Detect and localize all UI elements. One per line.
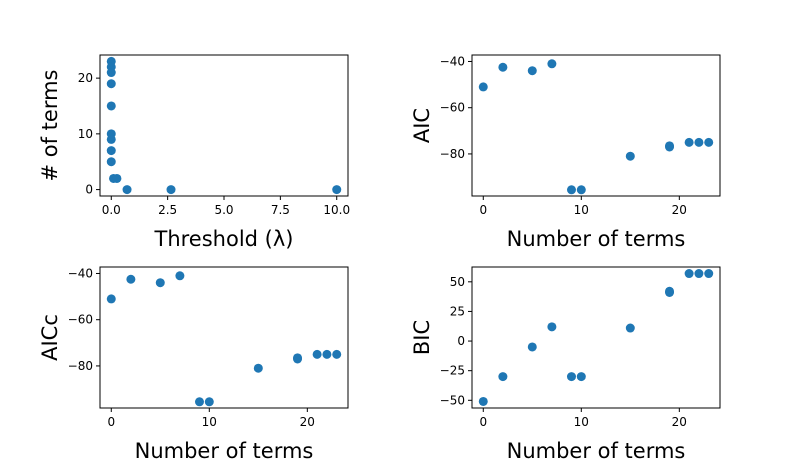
chart-aicc-point-4 [194, 397, 204, 407]
chart-threshold-ytick-label-2: 20 [78, 71, 93, 85]
chart-aic-ytick-label-0: −80 [440, 147, 465, 161]
chart-threshold-ytick-label-0: 0 [85, 183, 93, 197]
chart-aicc-point-0 [106, 294, 116, 304]
chart-bic-point-4 [566, 372, 576, 382]
chart-aicc: 0 10 20 −80 −60 −40 Number of terms AICc [38, 266, 349, 459]
chart-threshold: 0.0 2.5 5.0 7.5 10.0 0 10 20 Threshold (λ) # of t… [38, 54, 350, 251]
chart-threshold-xtick-label-1: 2.5 [158, 203, 177, 217]
chart-bic-ytick-label-1: −25 [440, 364, 465, 378]
chart-aicc-point-6 [253, 363, 263, 373]
chart-aic-point-2 [527, 66, 537, 76]
chart-aic: 0 10 20 −80 −60 −40 Number of terms AIC [410, 54, 721, 251]
chart-bic-point-3 [547, 322, 557, 332]
chart-aic-point-10 [694, 137, 704, 147]
chart-aicc-xtick-label-0: 0 [107, 415, 115, 429]
chart-threshold-xtick-label-2: 5.0 [214, 203, 233, 217]
chart-aicc-xtick-label-1: 10 [202, 415, 217, 429]
chart-bic-ytick-label-2: 0 [457, 334, 465, 348]
chart-aic-ytick-label-2: −40 [440, 54, 465, 68]
chart-aicc-point-5 [204, 397, 214, 407]
chart-bic-xtick-label-0: 0 [479, 415, 487, 429]
chart-bic-ytick-label-3: 25 [450, 304, 465, 318]
chart-bic-point-0 [478, 396, 488, 406]
chart-threshold-point-4 [106, 101, 116, 111]
chart-aic-point-9 [684, 137, 694, 147]
chart-aic-ytick-label-1: −60 [440, 101, 465, 115]
chart-aic-point-3 [547, 59, 557, 69]
chart-aicc-point-3 [175, 271, 185, 281]
chart-aicc-point-10 [322, 349, 332, 359]
chart-bic-xlabel: Number of terms [507, 439, 686, 459]
chart-threshold-xtick-label-3: 7.5 [271, 203, 290, 217]
chart-threshold-point-12 [166, 185, 176, 195]
chart-aicc-point-9 [312, 349, 322, 359]
chart-threshold-point-3 [106, 79, 116, 89]
chart-aicc-point-1 [126, 274, 136, 284]
chart-threshold-xtick-label-0: 0.0 [102, 203, 121, 217]
chart-aicc-xtick-label-2: 20 [300, 415, 315, 429]
chart-threshold-point-13 [332, 185, 342, 195]
chart-bic-ylabel: BIC [410, 320, 434, 355]
chart-aicc-ytick-label-0: −80 [68, 359, 93, 373]
chart-aicc-ylabel: AICc [38, 314, 62, 361]
chart-aic-xtick-label-1: 10 [574, 203, 589, 217]
chart-bic-axes-frame [471, 266, 721, 409]
chart-bic-ytick-label-4: 50 [450, 275, 465, 289]
chart-threshold-xtick-label-4: 10.0 [323, 203, 350, 217]
chart-bic-xtick-label-2: 20 [672, 415, 687, 429]
chart-aic-point-11 [704, 137, 714, 147]
chart-aic-xtick-label-0: 0 [479, 203, 487, 217]
chart-bic-point-11 [704, 269, 714, 279]
chart-bic-point-8 [665, 286, 675, 296]
chart-bic-point-2 [527, 342, 537, 352]
chart-aicc-point-8 [293, 353, 303, 363]
chart-aicc-point-2 [155, 278, 165, 288]
chart-aicc-xlabel: Number of terms [135, 439, 314, 459]
chart-aic-axes-frame [471, 54, 721, 197]
chart-aic-point-0 [478, 82, 488, 92]
chart-aic-point-6 [625, 151, 635, 161]
chart-threshold-point-6 [106, 134, 116, 144]
chart-bic-xtick-label-1: 10 [574, 415, 589, 429]
chart-bic-ytick-label-0: −50 [440, 393, 465, 407]
chart-threshold-ytick-label-1: 10 [78, 127, 93, 141]
chart-aicc-point-11 [332, 349, 342, 359]
chart-aicc-ytick-label-2: −40 [68, 266, 93, 280]
chart-aicc-ytick-label-1: −60 [68, 313, 93, 327]
chart-bic: 0 10 20 −50 −25 0 25 50 Number of terms BIC [410, 266, 721, 459]
chart-threshold-ylabel: # of terms [38, 69, 62, 181]
chart-aicc-axes-frame [99, 266, 349, 409]
chart-bic-point-1 [498, 372, 508, 382]
chart-aic-xlabel: Number of terms [507, 227, 686, 251]
chart-bic-point-5 [576, 372, 586, 382]
chart-threshold-point-8 [106, 157, 116, 167]
chart-aic-point-4 [566, 185, 576, 195]
chart-aic-xtick-label-2: 20 [672, 203, 687, 217]
chart-threshold-point-10 [112, 173, 122, 183]
chart-bic-point-9 [684, 269, 694, 279]
chart-bic-point-10 [694, 269, 704, 279]
chart-aic-point-1 [498, 62, 508, 72]
chart-aic-ylabel: AIC [410, 108, 434, 143]
chart-threshold-point-7 [106, 146, 116, 156]
chart-threshold-point-2 [106, 68, 116, 78]
chart-threshold-xlabel: Threshold (λ) [154, 227, 294, 251]
chart-bic-point-6 [625, 323, 635, 333]
chart-aic-point-8 [665, 141, 675, 151]
chart-aic-point-5 [576, 185, 586, 195]
chart-threshold-point-11 [122, 185, 132, 195]
